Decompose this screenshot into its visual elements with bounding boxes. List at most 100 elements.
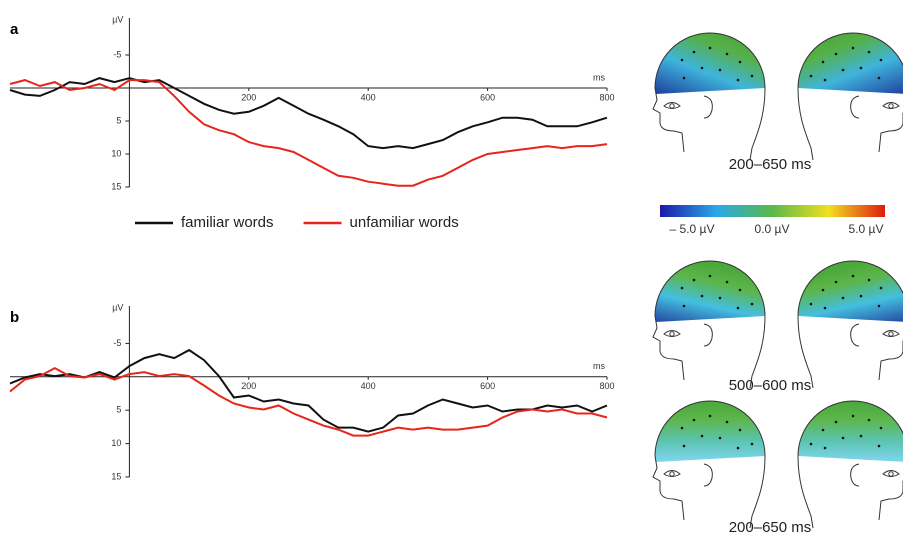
- electrode: [700, 434, 704, 438]
- ear: [703, 463, 713, 487]
- electrode: [834, 420, 838, 424]
- electrode: [736, 446, 740, 450]
- head-outline: [652, 260, 766, 389]
- pupil: [669, 103, 675, 109]
- electrode: [708, 274, 712, 278]
- electrode: [809, 442, 813, 446]
- legend-label: unfamiliar words: [350, 214, 459, 231]
- ear: [850, 323, 860, 347]
- x-tick-label: 800: [599, 381, 614, 391]
- scalp-map: [655, 33, 765, 94]
- electrode: [823, 446, 827, 450]
- electrode: [867, 50, 871, 54]
- x-axis-label: ms: [593, 361, 605, 371]
- colorbar-label: – 5.0 µV: [670, 222, 715, 236]
- electrode: [682, 444, 686, 448]
- colorbar: [660, 205, 885, 217]
- pupil: [669, 331, 675, 337]
- y-tick-label: 5: [116, 115, 121, 125]
- electrode: [692, 418, 696, 422]
- electrode: [851, 414, 855, 418]
- x-tick-label: 600: [480, 92, 495, 102]
- electrode: [725, 280, 729, 284]
- electrode: [750, 442, 754, 446]
- electrode: [877, 76, 881, 80]
- electrode: [879, 286, 883, 290]
- topomap-label: 500–600 ms: [729, 377, 812, 394]
- electrode: [680, 426, 684, 430]
- electrode: [834, 280, 838, 284]
- electrode: [718, 436, 722, 440]
- electrode: [877, 304, 881, 308]
- series-line: [9, 77, 608, 150]
- electrode: [859, 294, 863, 298]
- ear: [850, 95, 860, 119]
- electrode: [736, 306, 740, 310]
- panel-label: a: [10, 21, 19, 38]
- pupil: [669, 471, 675, 477]
- electrode: [692, 50, 696, 54]
- topomap-label: 200–650 ms: [729, 519, 812, 536]
- electrode: [718, 296, 722, 300]
- scalp-map: [798, 33, 903, 94]
- scalp-map: [798, 401, 903, 462]
- head: [652, 32, 766, 161]
- electrode: [841, 436, 845, 440]
- electrode: [718, 68, 722, 72]
- y-tick-label: 10: [111, 438, 121, 448]
- eye: [882, 330, 900, 337]
- x-tick-label: 800: [599, 92, 614, 102]
- electrode: [821, 428, 825, 432]
- eye: [882, 470, 900, 477]
- electrode: [821, 60, 825, 64]
- electrode: [809, 74, 813, 78]
- electrode: [708, 414, 712, 418]
- colorbar-label: 0.0 µV: [755, 222, 790, 236]
- x-tick-label: 200: [241, 381, 256, 391]
- electrode: [680, 286, 684, 290]
- electrode: [725, 52, 729, 56]
- eye: [882, 102, 900, 109]
- series-line: [9, 79, 608, 187]
- electrode: [859, 434, 863, 438]
- head: [652, 260, 766, 389]
- electrode: [700, 294, 704, 298]
- electrode: [859, 66, 863, 70]
- y-tick-label: 10: [111, 148, 121, 158]
- x-axis-label: ms: [593, 72, 605, 82]
- x-tick-label: 400: [361, 92, 376, 102]
- electrode: [879, 426, 883, 430]
- electrode: [851, 46, 855, 50]
- electrode: [738, 60, 742, 64]
- electrode: [823, 78, 827, 82]
- electrode: [738, 428, 742, 432]
- electrode: [879, 58, 883, 62]
- head: [797, 400, 903, 529]
- head-outline: [797, 260, 903, 389]
- electrode: [680, 58, 684, 62]
- electrode: [700, 66, 704, 70]
- y-tick-label: -5: [113, 338, 121, 348]
- y-tick-label: 15: [111, 181, 121, 191]
- electrode: [738, 288, 742, 292]
- y-axis-label: µV: [112, 14, 123, 24]
- series-line: [9, 348, 608, 433]
- pupil: [888, 103, 894, 109]
- electrode: [682, 76, 686, 80]
- electrode: [736, 78, 740, 82]
- colorbar-label: 5.0 µV: [849, 222, 884, 236]
- electrode: [809, 302, 813, 306]
- electrode: [841, 68, 845, 72]
- head: [652, 400, 766, 529]
- scalp-map: [655, 261, 765, 322]
- legend-label: familiar words: [181, 214, 274, 231]
- head-outline: [797, 32, 903, 161]
- head-outline: [652, 32, 766, 161]
- scalp-map: [798, 261, 903, 322]
- electrode: [834, 52, 838, 56]
- y-tick-label: 15: [111, 471, 121, 481]
- electrode: [867, 278, 871, 282]
- y-tick-label: -5: [113, 49, 121, 59]
- pupil: [888, 471, 894, 477]
